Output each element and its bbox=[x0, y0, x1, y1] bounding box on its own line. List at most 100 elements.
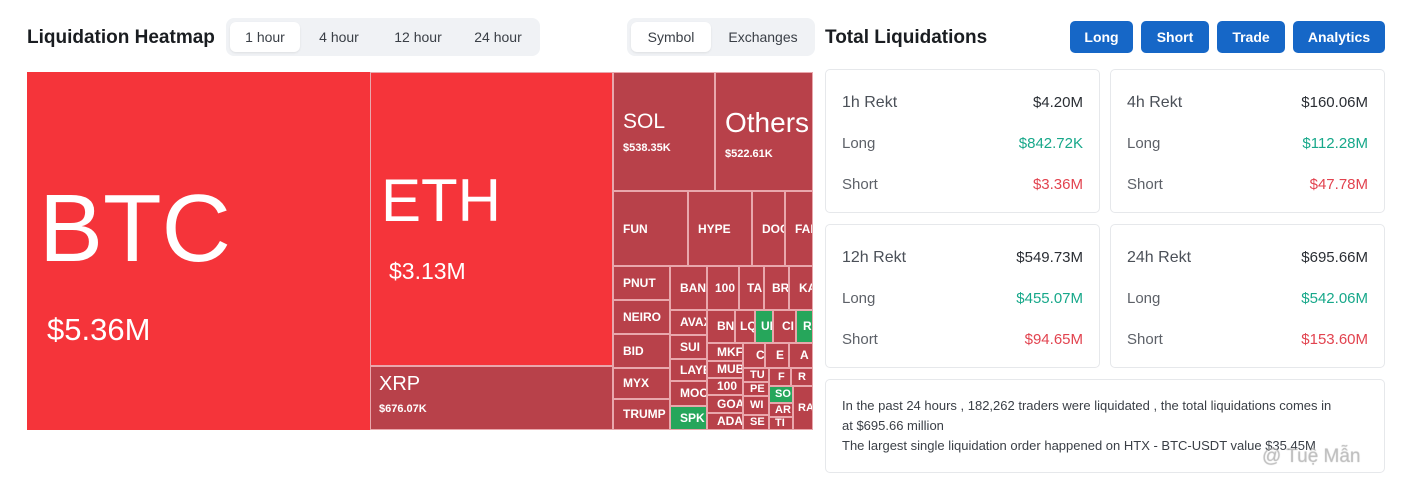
heatmap-cell-re[interactable]: RE bbox=[796, 310, 813, 343]
short-button[interactable]: Short bbox=[1141, 21, 1209, 53]
short-label: Short bbox=[1127, 331, 1163, 348]
heatmap-cell-f[interactable]: F bbox=[769, 368, 791, 386]
heatmap-cell-ti[interactable]: TI bbox=[769, 417, 793, 430]
heatmap-cell-br[interactable]: BR bbox=[764, 266, 789, 310]
heatmap-cell-spk[interactable]: SPK bbox=[670, 406, 707, 430]
cell-value: $538.35K bbox=[623, 142, 671, 154]
card-12h-rekt: 12h Rekt $549.73M Long $455.07M Short $94.6… bbox=[825, 224, 1100, 368]
long-value: $112.28M bbox=[1302, 135, 1368, 152]
heatmap-cell-r[interactable]: R bbox=[791, 368, 813, 386]
tab-exchanges[interactable]: Exchanges bbox=[728, 29, 798, 45]
heatmap-cell-wi[interactable]: WI bbox=[743, 396, 769, 415]
long-button[interactable]: Long bbox=[1070, 21, 1133, 53]
heatmap-cell-ban[interactable]: BAN bbox=[670, 266, 707, 310]
total-liquidations-title: Total Liquidations bbox=[825, 27, 988, 48]
heatmap-cell-ada[interactable]: ADA bbox=[707, 413, 743, 430]
cell-symbol: XRP bbox=[379, 373, 421, 395]
long-label: Long bbox=[1127, 290, 1161, 307]
card-4h-rekt: 4h Rekt $160.06M Long $112.28M Short $47.78… bbox=[1110, 69, 1385, 213]
heatmap-cell-ta[interactable]: TA bbox=[739, 266, 764, 310]
heatmap-cell-myx[interactable]: MYX bbox=[613, 368, 670, 399]
heatmap-cell-hype[interactable]: HYPE bbox=[688, 191, 752, 266]
card-name: 12h Rekt bbox=[842, 249, 907, 266]
view-tabs: Symbol Exchanges bbox=[627, 18, 815, 56]
cell-value: $522.61K bbox=[725, 148, 773, 160]
long-label: Long bbox=[842, 135, 876, 152]
cell-value: $5.36M bbox=[47, 312, 151, 347]
liquidation-summary: In the past 24 hours , 182,262 traders w… bbox=[825, 379, 1385, 473]
heatmap-cell-bid[interactable]: BID bbox=[613, 334, 670, 368]
heatmap-cell-pe[interactable]: PE bbox=[743, 382, 769, 396]
card-name: 24h Rekt bbox=[1127, 249, 1192, 266]
watermark: @ Tuệ Mẫn bbox=[1262, 446, 1361, 467]
long-value: $455.07M bbox=[1016, 290, 1083, 307]
tab-1-hour[interactable]: 1 hour bbox=[230, 22, 300, 52]
card-24h-rekt: 24h Rekt $695.66M Long $542.06M Short $153.… bbox=[1110, 224, 1385, 368]
summary-line-1: In the past 24 hours , 182,262 traders w… bbox=[842, 398, 1332, 413]
heatmap-cell-ra[interactable]: RA bbox=[793, 386, 813, 430]
heatmap-cell-doge[interactable]: DOG bbox=[752, 191, 785, 266]
card-total: $160.06M bbox=[1301, 94, 1368, 111]
cell-value: $676.07K bbox=[379, 403, 427, 415]
heatmap-cell-ka[interactable]: KA bbox=[789, 266, 813, 310]
heatmap-cell-laye[interactable]: LAYE bbox=[670, 359, 707, 381]
short-value: $94.65M bbox=[1024, 331, 1083, 348]
short-label: Short bbox=[842, 176, 878, 193]
time-range-tabs: 1 hour 4 hour 12 hour 24 hour bbox=[226, 18, 540, 56]
heatmap-cell-pnut[interactable]: PNUT bbox=[613, 266, 670, 300]
heatmap-cell-c[interactable]: C bbox=[743, 343, 765, 368]
card-total: $549.73M bbox=[1016, 249, 1083, 266]
card-total: $695.66M bbox=[1301, 249, 1368, 266]
heatmap-cell-mkf[interactable]: MKF bbox=[707, 343, 743, 361]
tab-24-hour[interactable]: 24 hour bbox=[474, 29, 522, 45]
heatmap-cell-se[interactable]: SE bbox=[743, 415, 769, 430]
heatmap-cell-tu[interactable]: TU bbox=[743, 368, 769, 382]
tab-4-hour[interactable]: 4 hour bbox=[319, 29, 359, 45]
heatmap-cell-lq[interactable]: LQ bbox=[735, 310, 755, 343]
heatmap-cell-ar[interactable]: AR bbox=[769, 403, 793, 417]
heatmap-cell-avax[interactable]: AVAX bbox=[670, 310, 707, 335]
long-label: Long bbox=[842, 290, 876, 307]
heatmap-cell-e[interactable]: E bbox=[765, 343, 789, 368]
tab-12-hour[interactable]: 12 hour bbox=[394, 29, 442, 45]
card-total: $4.20M bbox=[1032, 94, 1083, 111]
heatmap-cell-btc[interactable]: BTC $5.36M bbox=[27, 72, 370, 430]
tab-symbol[interactable]: Symbol bbox=[631, 22, 711, 52]
cell-symbol: BTC bbox=[39, 175, 231, 282]
heatmap-cell-sol[interactable]: SOL $538.35K bbox=[613, 72, 715, 191]
heatmap-cell-so[interactable]: SO bbox=[769, 386, 793, 403]
heatmap-cell-ci[interactable]: CI bbox=[773, 310, 796, 343]
trade-button[interactable]: Trade bbox=[1217, 21, 1285, 53]
short-label: Short bbox=[842, 331, 878, 348]
heatmap-cell-1000[interactable]: 100 bbox=[707, 266, 739, 310]
heatmap-cell-a[interactable]: A bbox=[789, 343, 813, 368]
heatmap-cell-100[interactable]: 100 bbox=[707, 378, 743, 395]
short-value: $3.36M bbox=[1032, 176, 1083, 193]
heatmap-cell-mub[interactable]: MUB bbox=[707, 361, 743, 378]
heatmap-cell-sui[interactable]: SUI bbox=[670, 335, 707, 359]
short-value: $153.60M bbox=[1301, 331, 1368, 348]
analytics-button[interactable]: Analytics bbox=[1293, 21, 1385, 53]
heatmap-cell-moo[interactable]: MOO bbox=[670, 381, 707, 406]
heatmap-cell-fun[interactable]: FUN bbox=[613, 191, 688, 266]
short-label: Short bbox=[1127, 176, 1163, 193]
liquidation-heatmap: BTC $5.36M ETH $3.13M XRP $676.07K SOL $… bbox=[27, 72, 813, 430]
cell-symbol: Others bbox=[725, 107, 810, 138]
heatmap-cell-bn[interactable]: BN bbox=[707, 310, 735, 343]
heatmap-cell-ui[interactable]: UI bbox=[755, 310, 773, 343]
cell-value: $3.13M bbox=[389, 258, 466, 284]
heatmap-cell-xrp[interactable]: XRP $676.07K bbox=[370, 366, 613, 430]
card-1h-rekt: 1h Rekt $4.20M Long $842.72K Short $3.36M bbox=[825, 69, 1100, 213]
long-value: $842.72K bbox=[1018, 135, 1083, 152]
summary-line-2: at $695.66 million bbox=[842, 418, 944, 433]
heatmap-cell-goa[interactable]: GOA bbox=[707, 395, 743, 413]
heatmap-cell-trump[interactable]: TRUMP bbox=[613, 399, 670, 430]
heatmap-cell-far[interactable]: FAR bbox=[785, 191, 813, 266]
heatmap-cell-neiro[interactable]: NEIRO bbox=[613, 300, 670, 334]
heatmap-title: Liquidation Heatmap bbox=[27, 27, 215, 48]
cell-symbol: ETH bbox=[381, 167, 501, 234]
cell-symbol: SOL bbox=[623, 110, 666, 133]
heatmap-cell-eth[interactable]: ETH $3.13M bbox=[370, 72, 613, 366]
summary-line-3: The largest single liquidation order hap… bbox=[842, 438, 1316, 453]
heatmap-cell-others[interactable]: Others $522.61K bbox=[715, 72, 813, 191]
